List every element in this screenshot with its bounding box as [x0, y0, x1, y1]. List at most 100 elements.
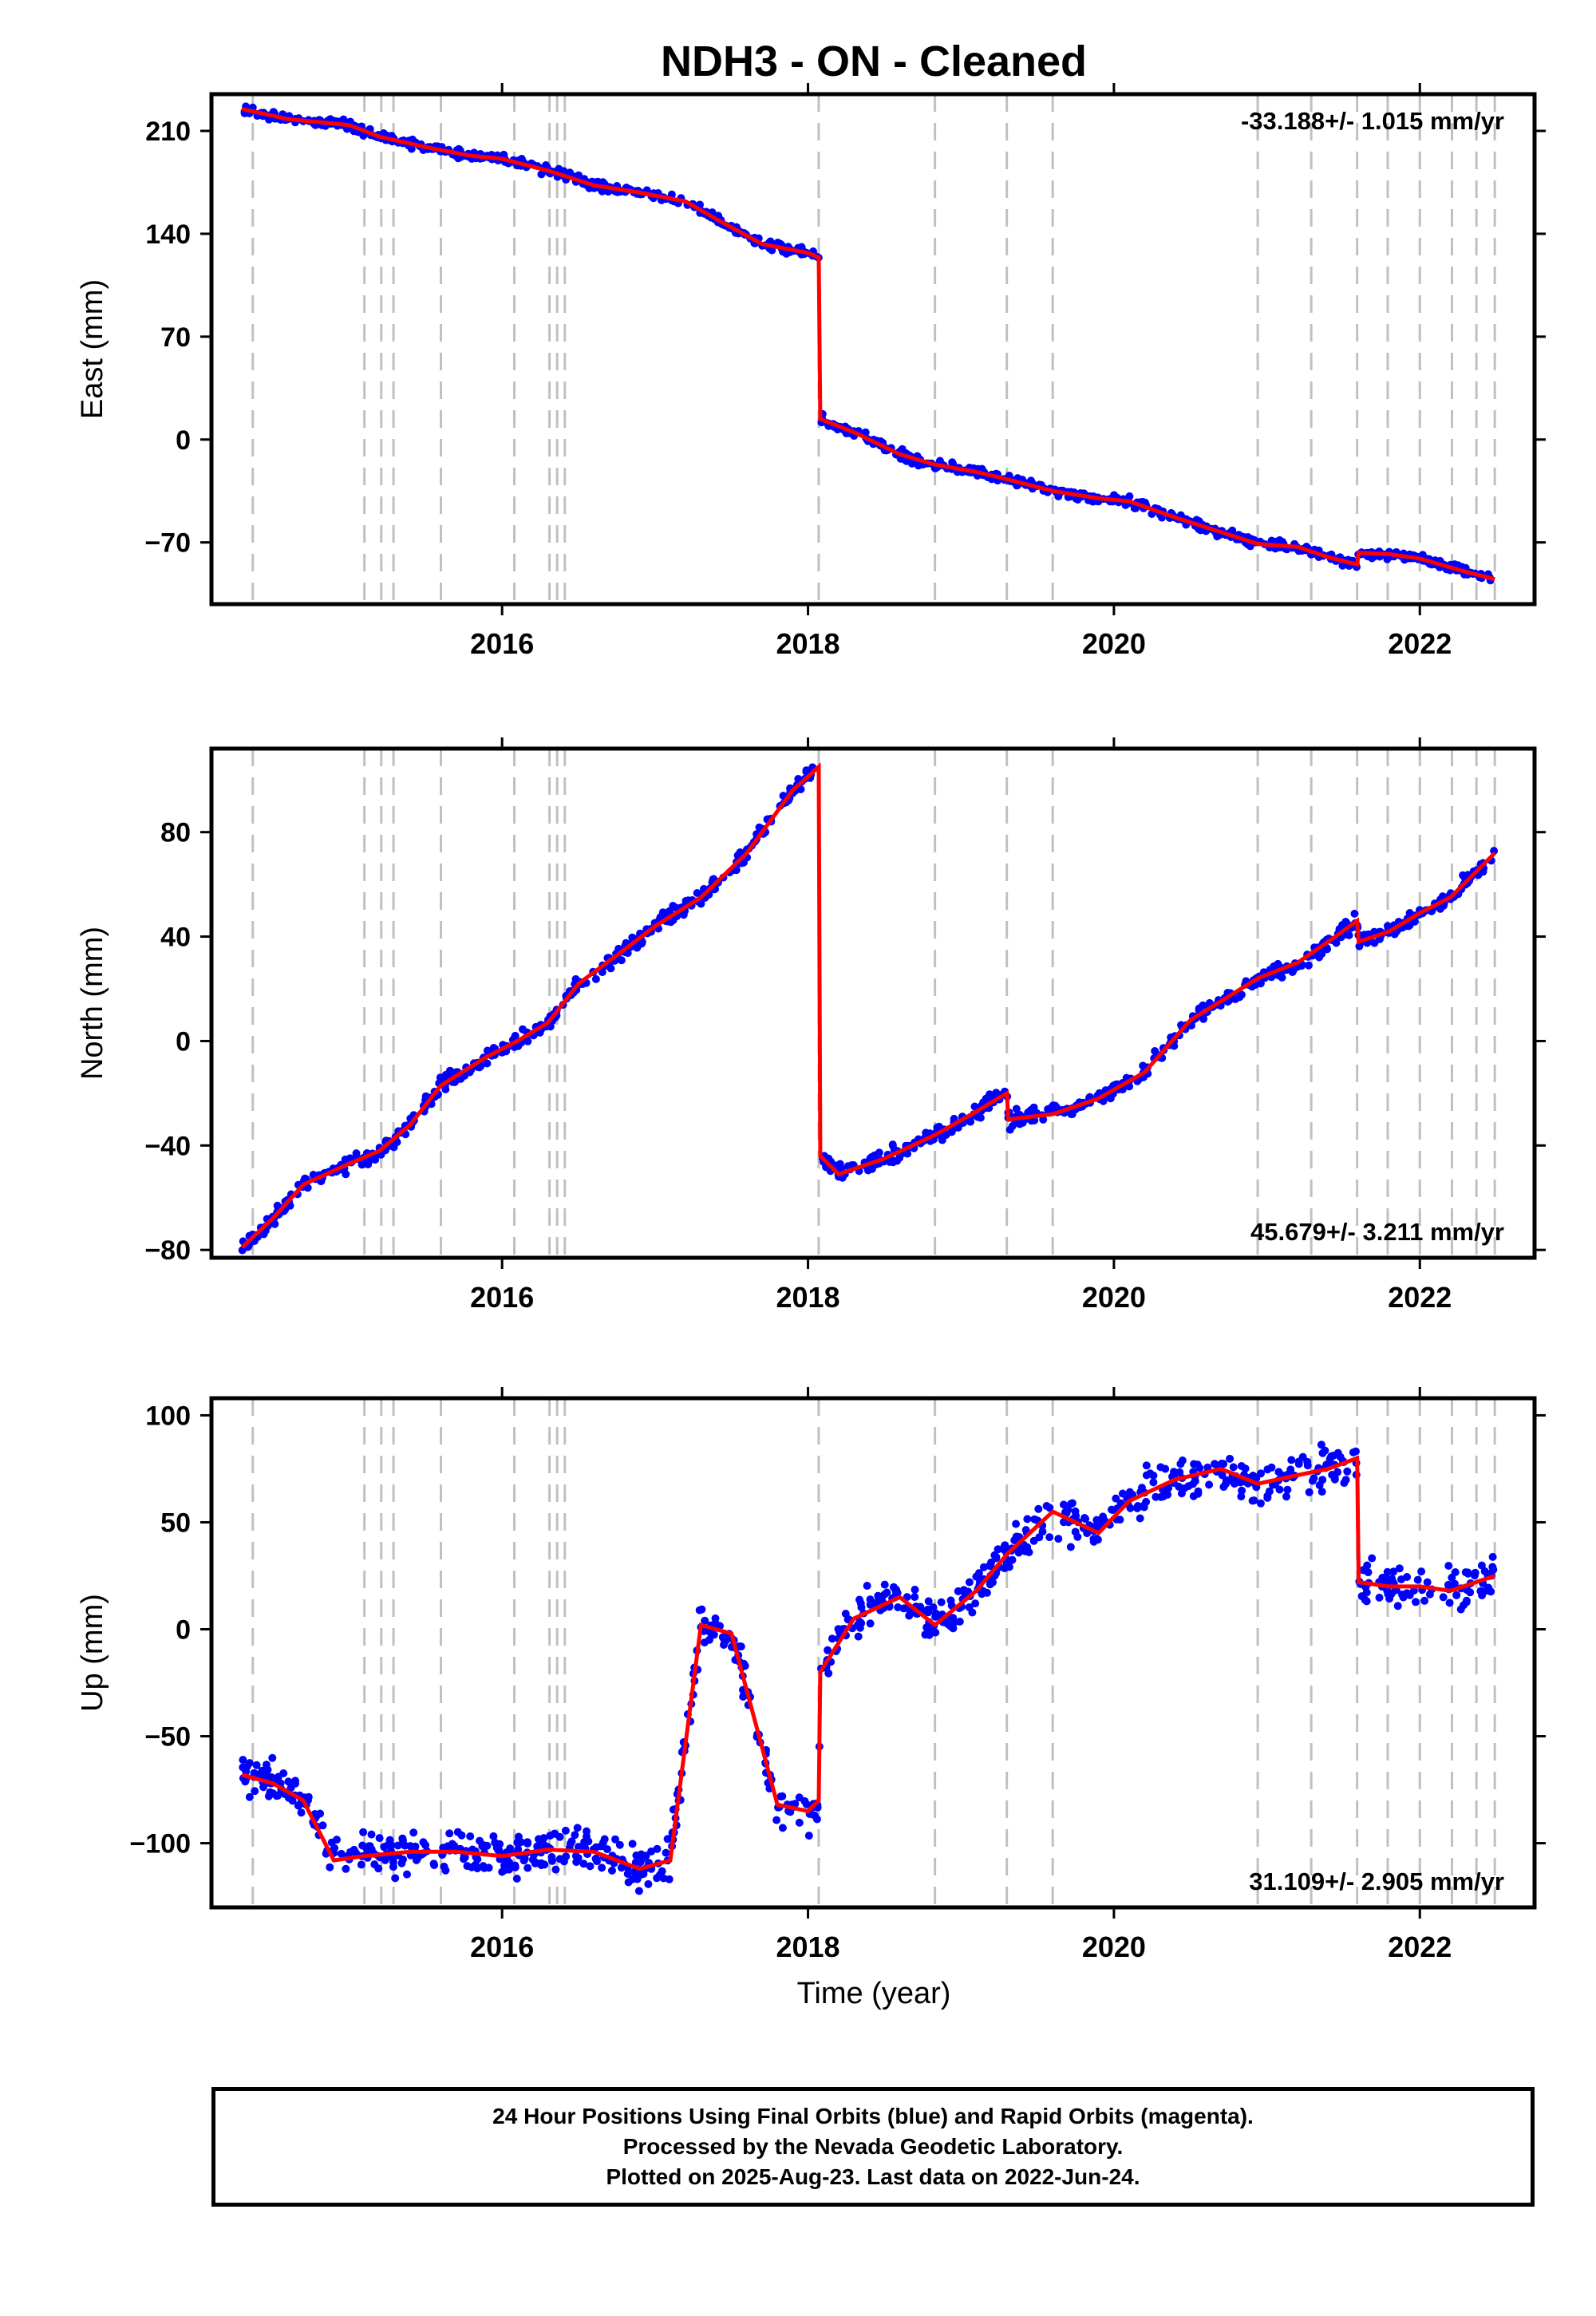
data-point [514, 1832, 523, 1841]
data-point [655, 1871, 664, 1879]
data-point [517, 155, 526, 163]
data-point [1156, 1492, 1165, 1501]
x-tick-label: 2020 [1082, 1931, 1146, 1963]
data-point [776, 1792, 785, 1801]
data-point [1024, 1108, 1033, 1117]
data-point [1412, 1598, 1420, 1607]
y-tick-label: 100 [145, 1401, 191, 1431]
data-point [583, 1832, 591, 1840]
data-point [701, 1616, 709, 1625]
data-point [346, 1848, 354, 1856]
data-point [647, 1847, 656, 1856]
data-point [838, 1173, 847, 1182]
data-point [955, 1617, 964, 1626]
data-point [959, 1586, 968, 1595]
data-point [1420, 1596, 1429, 1605]
data-point [938, 1136, 946, 1144]
data-point [617, 956, 626, 965]
data-point [403, 1870, 411, 1879]
data-point [561, 1826, 570, 1835]
y-tick-label: 210 [145, 117, 191, 147]
data-point [1370, 939, 1379, 947]
data-point [1445, 1599, 1454, 1607]
data-point [498, 1867, 507, 1876]
data-point [695, 1606, 704, 1614]
data-point [1231, 1480, 1238, 1488]
data-point [1274, 1468, 1283, 1476]
x-tick-label: 2018 [776, 1281, 839, 1314]
data-point [1404, 921, 1413, 930]
data-point [700, 1638, 709, 1647]
data-point [380, 1843, 389, 1852]
data-point [970, 1102, 979, 1111]
data-point [1081, 1515, 1090, 1524]
x-tick-label: 2022 [1388, 1931, 1452, 1963]
y-tick-label: −100 [129, 1829, 191, 1860]
data-point [875, 1148, 883, 1157]
data-point [662, 1848, 670, 1857]
data-point [1462, 1598, 1471, 1607]
data-point [375, 1834, 384, 1843]
data-point [597, 1842, 606, 1851]
data-point [1395, 1564, 1404, 1573]
data-point [262, 1761, 271, 1769]
data-point [1199, 1014, 1208, 1023]
data-point [628, 1840, 637, 1848]
data-point [994, 1545, 1002, 1554]
data-point [1250, 1473, 1259, 1482]
data-point [1317, 1441, 1325, 1449]
data-point [1343, 1467, 1352, 1476]
data-point [1178, 1456, 1187, 1464]
data-point [491, 1838, 500, 1847]
data-point [412, 1856, 421, 1864]
data-point [1363, 1561, 1372, 1570]
up-rate-label: 31.109+/- 2.905 mm/yr [1249, 1867, 1504, 1895]
data-point [572, 1858, 581, 1867]
data-point [365, 1842, 374, 1851]
data-point [1054, 1535, 1063, 1543]
data-point [1142, 1471, 1151, 1480]
data-point [931, 1612, 940, 1621]
data-point [1489, 1565, 1498, 1574]
data-point [1389, 1567, 1398, 1576]
up-model-line [241, 1455, 1496, 1871]
data-point [795, 1818, 804, 1827]
data-point [598, 1863, 606, 1872]
data-point [863, 1582, 871, 1590]
data-point [268, 1753, 277, 1762]
data-point [802, 1800, 811, 1808]
data-point [888, 1141, 897, 1150]
data-point [1393, 1602, 1402, 1611]
data-point [631, 1858, 640, 1867]
data-point [1405, 909, 1414, 917]
data-point [892, 1585, 900, 1594]
data-point [284, 1777, 293, 1786]
x-axis-label: Time (year) [797, 1977, 951, 2010]
y-tick-label: −40 [144, 1131, 191, 1161]
data-point [359, 1828, 368, 1836]
data-point [1067, 1500, 1076, 1508]
data-point [946, 1596, 955, 1605]
data-point [238, 1246, 247, 1255]
x-tick-label: 2020 [1082, 1281, 1146, 1314]
data-point [421, 1841, 430, 1849]
data-point [804, 1832, 813, 1840]
data-point [239, 1756, 247, 1765]
data-point [489, 1832, 498, 1840]
data-point [1464, 1569, 1472, 1578]
data-point [602, 1845, 611, 1854]
data-point [828, 1634, 836, 1643]
data-point [441, 1866, 450, 1875]
data-point [591, 974, 600, 983]
data-point [1333, 1448, 1342, 1457]
processing-info-box: 24 Hour Positions Using Final Orbits (bl… [211, 2087, 1535, 2207]
data-point [905, 1611, 914, 1620]
data-point [606, 964, 615, 973]
data-point [1250, 1496, 1258, 1505]
data-point [540, 1860, 549, 1869]
data-point [1283, 1485, 1292, 1494]
y-tick-label: 0 [176, 425, 191, 456]
data-point [537, 170, 546, 179]
data-point [1425, 1590, 1434, 1599]
data-point [1029, 1536, 1038, 1545]
